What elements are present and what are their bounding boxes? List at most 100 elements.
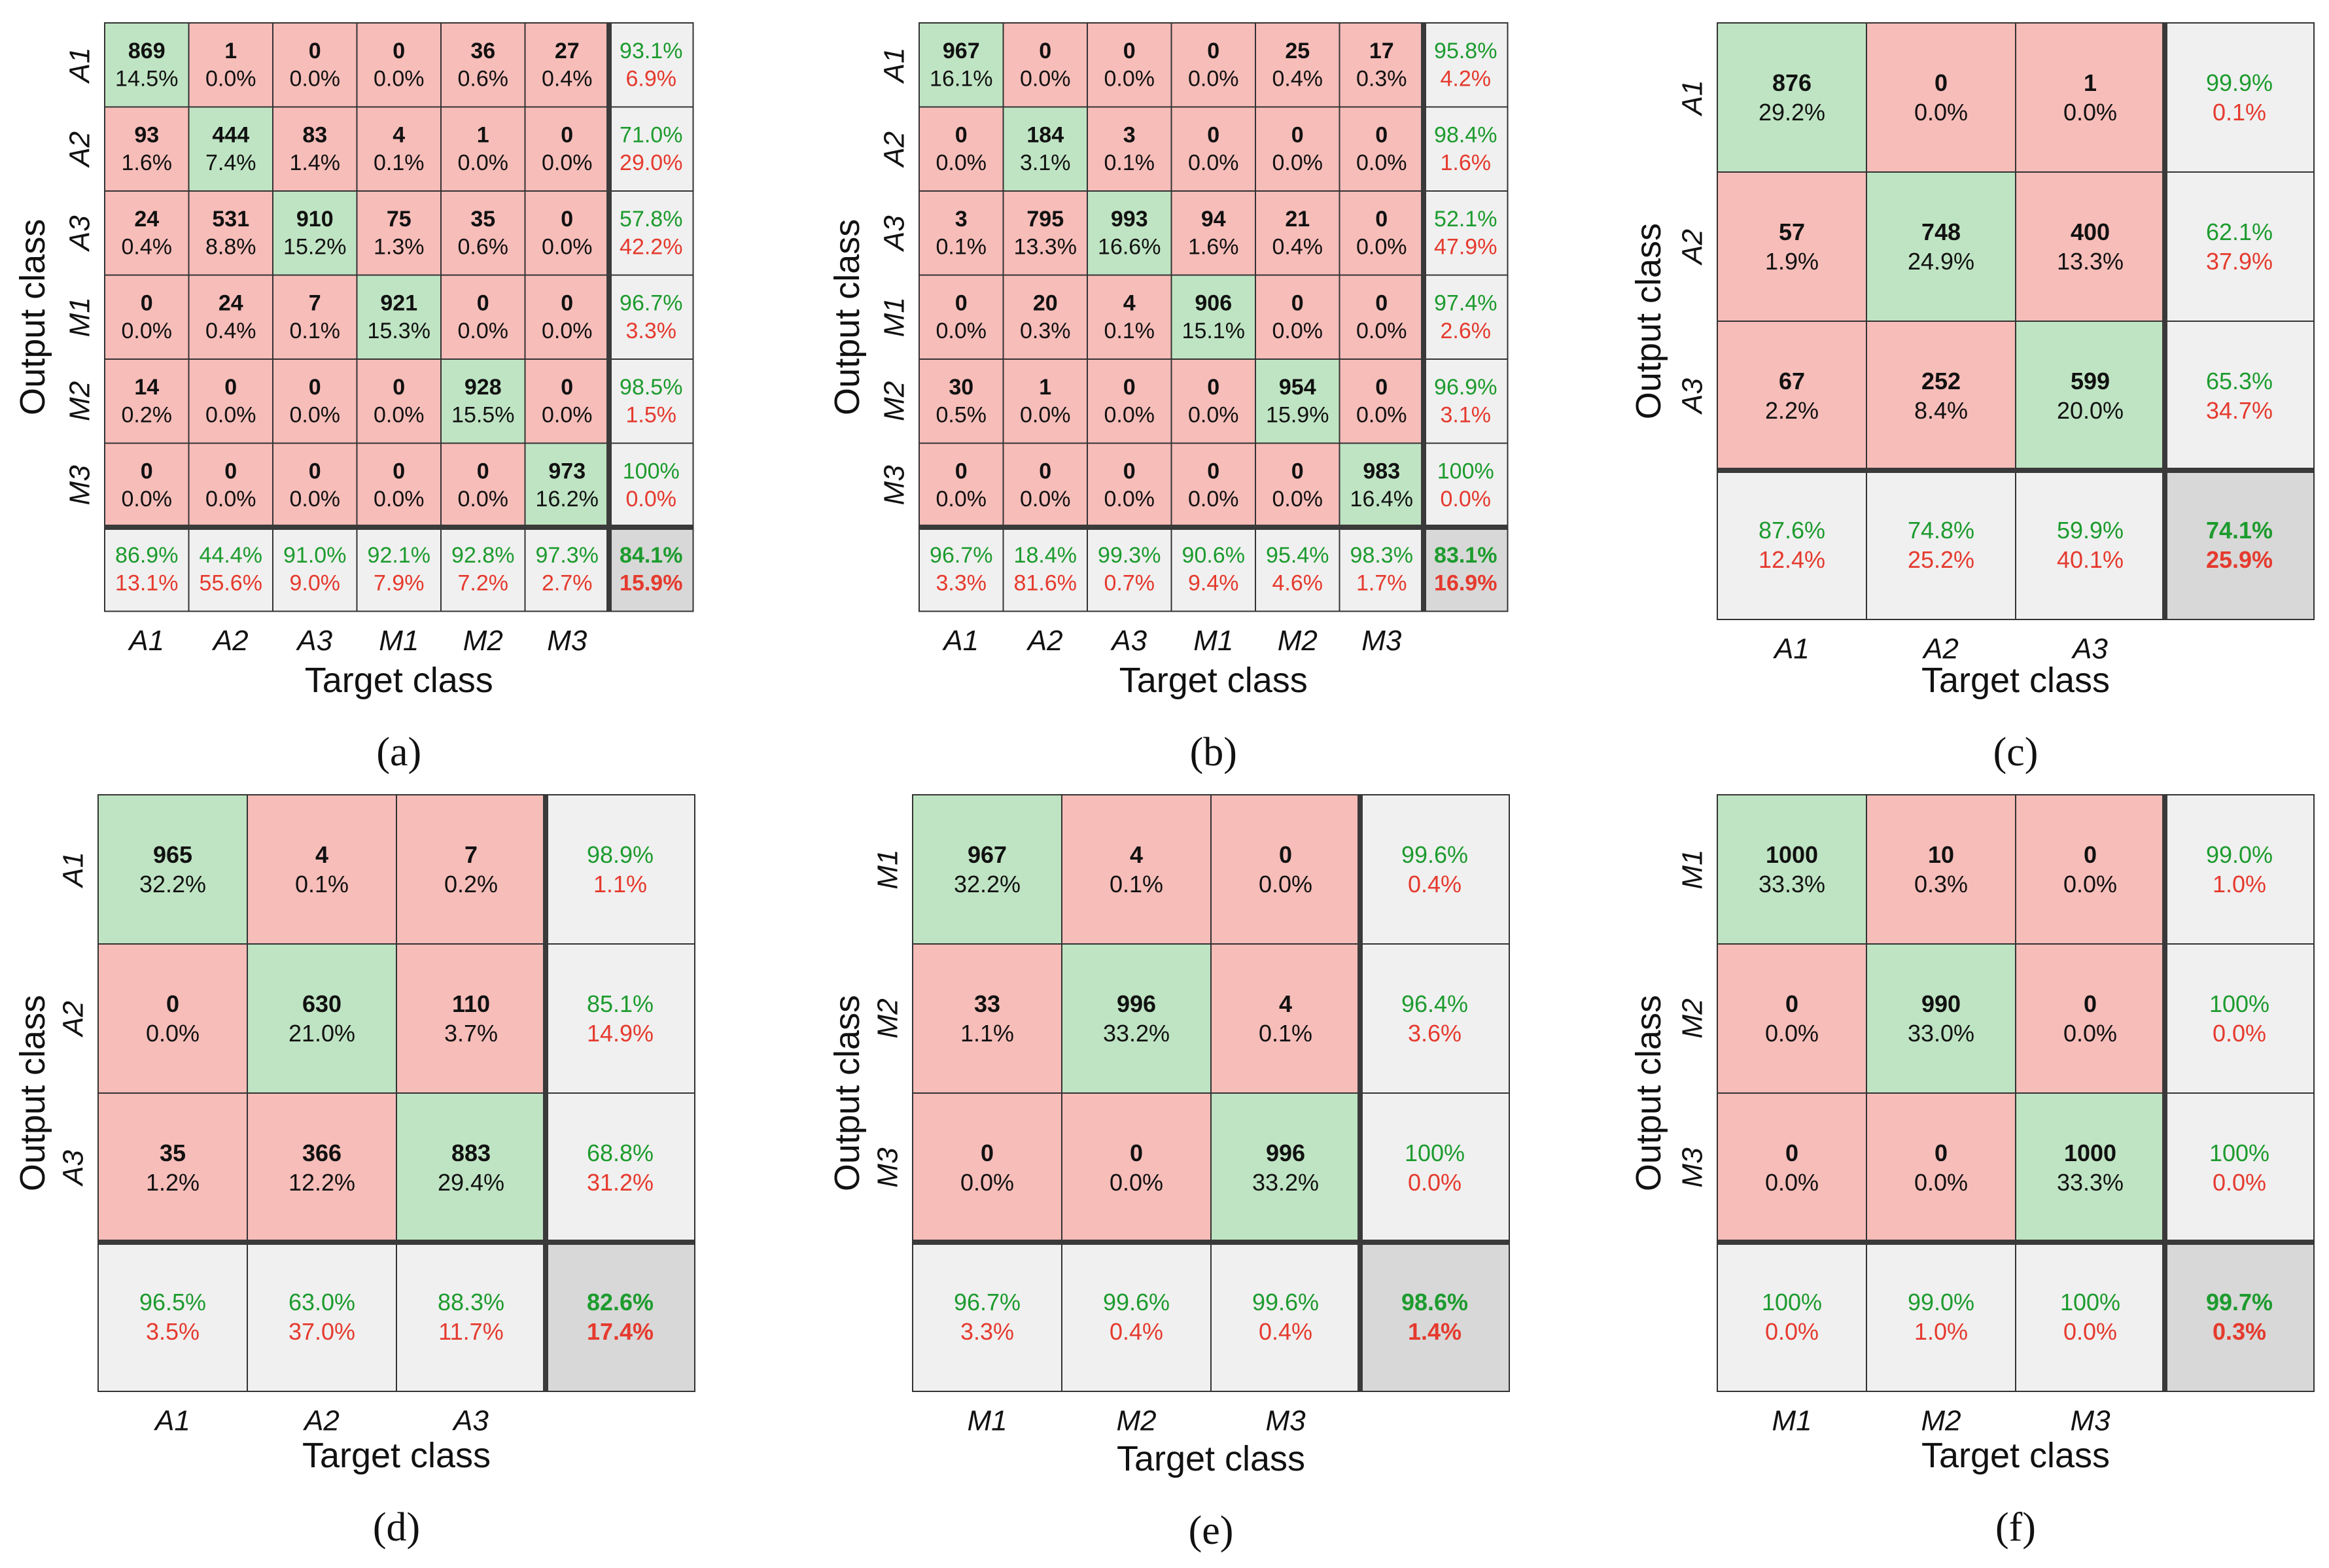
- error-cell: [2015, 943, 2165, 1094]
- cell-count: 0: [1123, 459, 1136, 484]
- cell-count: 0: [393, 375, 405, 400]
- row-precision: 96.7%: [620, 291, 682, 316]
- panel-d: 965 32.2% 4 0.1% 7 0.2% 0 0.0% 630 21.0% 110 3.7% 35…: [13, 794, 695, 1550]
- cell-count: 928: [464, 375, 502, 400]
- cell-percent: 16.2%: [536, 487, 599, 512]
- col-recall: 95.4%: [1266, 543, 1329, 568]
- row-summary-cell: [2164, 171, 2315, 322]
- cell-count: 0: [2084, 841, 2097, 868]
- row-precision: 93.1%: [620, 39, 682, 63]
- x-tick-label: M1: [1193, 625, 1233, 657]
- cell-count: 0: [1785, 990, 1798, 1017]
- row-precision: 100%: [1405, 1140, 1465, 1166]
- cell-count: 921: [380, 291, 417, 316]
- overall-cell: [2164, 1242, 2315, 1392]
- col-summary-cell: [396, 1242, 546, 1392]
- error-cell: [104, 274, 190, 360]
- cell-percent: 8.4%: [1914, 397, 1968, 424]
- error-cell: [440, 442, 526, 528]
- correct-cell: [247, 943, 397, 1094]
- error-cell: [1087, 358, 1172, 444]
- cell-percent: 32.2%: [954, 871, 1021, 897]
- col-summary-cell: [1339, 527, 1424, 612]
- y-axis-title: Output class: [13, 995, 52, 1191]
- row-error: 0.0%: [2213, 1020, 2266, 1047]
- row-summary-cell: [545, 1092, 695, 1243]
- error-cell: [247, 1092, 397, 1243]
- cell-count: 93: [134, 123, 159, 148]
- row-precision: 98.9%: [587, 841, 654, 868]
- cell-count: 0: [561, 291, 573, 316]
- row-precision: 99.6%: [1401, 841, 1468, 868]
- panel-f: 1000 33.3% 10 0.3% 0 0.0% 0 0.0% 990 33.0% 0 0.0% 0 0…: [1629, 794, 2315, 1550]
- x-axis-title: Target class: [1117, 1439, 1305, 1478]
- cell-count: 0: [477, 459, 489, 484]
- row-summary-cell: [2164, 1092, 2315, 1243]
- col-summary-cell: [104, 527, 190, 612]
- cell-count: 4: [1130, 841, 1143, 868]
- cell-count: 0: [1375, 123, 1388, 148]
- cell-percent: 20.0%: [2057, 397, 2124, 424]
- correct-cell: [2015, 1092, 2165, 1243]
- cell-percent: 0.0%: [1020, 403, 1071, 428]
- row-summary-cell: [2164, 22, 2315, 173]
- cell-count: 0: [955, 123, 968, 148]
- col-error: 3.5%: [146, 1318, 200, 1345]
- row-summary-cell: [2164, 794, 2315, 945]
- error-cell: [356, 106, 442, 192]
- cell-percent: 3.1%: [1020, 150, 1071, 175]
- cell-percent: 0.3%: [1914, 871, 1968, 897]
- col-summary-cell: [97, 1242, 248, 1392]
- error-cell: [1717, 321, 1867, 471]
- y-tick-label: A2: [64, 131, 96, 169]
- cell-count: 24: [219, 291, 243, 316]
- correct-cell: [97, 794, 248, 945]
- row-error: 34.7%: [2206, 397, 2273, 424]
- error-cell: [272, 274, 358, 360]
- cell-percent: 0.1%: [374, 150, 425, 175]
- row-summary-cell: [2164, 943, 2315, 1094]
- cell-percent: 1.6%: [1188, 235, 1239, 260]
- error-cell: [272, 22, 358, 108]
- cell-percent: 14.5%: [115, 67, 178, 92]
- cell-count: 0: [1123, 375, 1136, 400]
- cell-count: 954: [1279, 375, 1316, 400]
- y-tick-label: M2: [872, 998, 904, 1038]
- error-cell: [440, 22, 526, 108]
- cell-percent: 0.0%: [2063, 99, 2117, 126]
- subfigure-label: (d): [373, 1505, 420, 1550]
- error-cell: [97, 1092, 248, 1243]
- col-recall: 100%: [2060, 1289, 2120, 1315]
- cell-count: 0: [1207, 375, 1219, 400]
- cell-percent: 0.0%: [542, 235, 593, 260]
- col-error: 0.0%: [2063, 1318, 2117, 1345]
- cell-count: 965: [153, 841, 192, 868]
- cell-count: 0: [1291, 459, 1304, 484]
- correct-cell: [1717, 22, 1867, 173]
- y-tick-label: M3: [872, 1147, 904, 1188]
- col-error: 1.0%: [1914, 1318, 1968, 1345]
- col-error: 11.7%: [438, 1318, 503, 1345]
- cell-percent: 0.0%: [290, 487, 341, 512]
- col-summary-cell: [1210, 1242, 1361, 1392]
- row-error: 14.9%: [587, 1020, 654, 1047]
- x-tick-label: M2: [1278, 625, 1318, 657]
- col-summary-cell: [2015, 1242, 2165, 1392]
- correct-cell: [356, 274, 442, 360]
- cell-count: 996: [1266, 1140, 1305, 1166]
- correct-cell: [912, 794, 1062, 945]
- cell-percent: 1.2%: [146, 1169, 200, 1196]
- cell-percent: 0.0%: [1765, 1020, 1819, 1047]
- cell-percent: 33.0%: [1908, 1020, 1974, 1047]
- row-summary-cell: [1423, 358, 1509, 444]
- cell-percent: 0.1%: [1110, 871, 1163, 897]
- error-cell: [1210, 943, 1361, 1094]
- error-cell: [272, 106, 358, 192]
- correct-cell: [524, 442, 610, 528]
- row-error: 31.2%: [587, 1169, 654, 1196]
- col-summary-cell: [2015, 470, 2165, 620]
- cell-percent: 0.0%: [1188, 403, 1239, 428]
- error-cell: [912, 1092, 1062, 1243]
- cell-count: 876: [1772, 69, 1812, 96]
- cell-count: 36: [470, 39, 495, 63]
